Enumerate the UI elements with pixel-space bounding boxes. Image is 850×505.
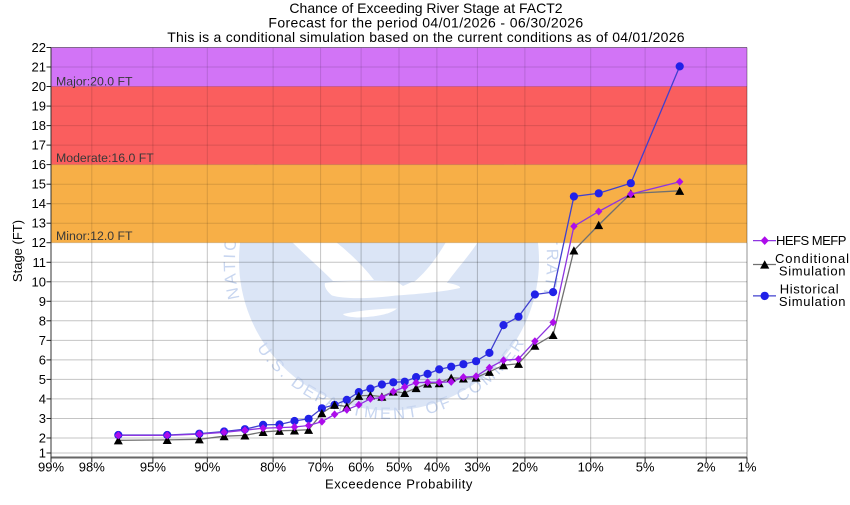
svg-text:Exceedence Probability: Exceedence Probability <box>325 477 473 492</box>
svg-text:50%: 50% <box>386 460 412 475</box>
svg-text:2%: 2% <box>697 460 716 475</box>
svg-text:17: 17 <box>32 138 46 153</box>
svg-text:1%: 1% <box>738 460 757 475</box>
svg-text:3: 3 <box>39 411 46 426</box>
svg-text:7: 7 <box>39 333 46 348</box>
svg-text:HEFS MEFP: HEFS MEFP <box>776 233 846 248</box>
svg-text:5: 5 <box>39 372 46 387</box>
svg-text:18: 18 <box>32 118 46 133</box>
svg-text:10%: 10% <box>578 460 604 475</box>
svg-text:Chance of Exceeding River Stag: Chance of Exceeding River Stage at FACT2 <box>289 0 562 16</box>
svg-text:2: 2 <box>39 431 46 446</box>
svg-text:Major:20.0 FT: Major:20.0 FT <box>56 75 133 89</box>
svg-text:Conditional: Conditional <box>775 251 850 266</box>
svg-text:10: 10 <box>32 274 46 289</box>
svg-text:Stage (FT): Stage (FT) <box>10 220 25 282</box>
svg-text:6: 6 <box>39 352 46 367</box>
svg-text:12: 12 <box>32 235 46 250</box>
svg-text:15: 15 <box>32 177 46 192</box>
svg-text:21: 21 <box>32 60 46 75</box>
svg-text:Moderate:16.0 FT: Moderate:16.0 FT <box>56 151 154 165</box>
svg-text:90%: 90% <box>194 460 220 475</box>
svg-text:20: 20 <box>32 79 46 94</box>
svg-text:14: 14 <box>32 196 46 211</box>
svg-text:60%: 60% <box>348 460 374 475</box>
svg-text:16: 16 <box>32 157 46 172</box>
svg-text:70%: 70% <box>308 460 334 475</box>
svg-text:5%: 5% <box>636 460 655 475</box>
svg-text:99%: 99% <box>38 460 64 475</box>
svg-text:11: 11 <box>33 255 47 270</box>
svg-text:80%: 80% <box>260 460 286 475</box>
svg-text:19: 19 <box>32 99 46 114</box>
svg-text:98%: 98% <box>79 460 105 475</box>
svg-text:40%: 40% <box>424 460 450 475</box>
svg-text:95%: 95% <box>140 460 166 475</box>
svg-text:13: 13 <box>32 216 46 231</box>
svg-text:Minor:12.0 FT: Minor:12.0 FT <box>56 229 133 243</box>
svg-text:Simulation: Simulation <box>779 294 846 309</box>
svg-text:1: 1 <box>39 446 46 461</box>
svg-text:This is a conditional simulati: This is a conditional simulation based o… <box>167 29 685 45</box>
svg-text:Historical: Historical <box>780 282 839 297</box>
svg-text:30%: 30% <box>464 460 490 475</box>
svg-text:9: 9 <box>39 294 46 309</box>
svg-text:Simulation: Simulation <box>779 264 846 279</box>
svg-text:4: 4 <box>39 391 46 406</box>
svg-text:22: 22 <box>32 40 46 55</box>
svg-text:20%: 20% <box>512 460 538 475</box>
svg-text:8: 8 <box>39 313 46 328</box>
svg-text:Forecast for the period 04/01/: Forecast for the period 04/01/2026 - 06/… <box>268 15 583 31</box>
